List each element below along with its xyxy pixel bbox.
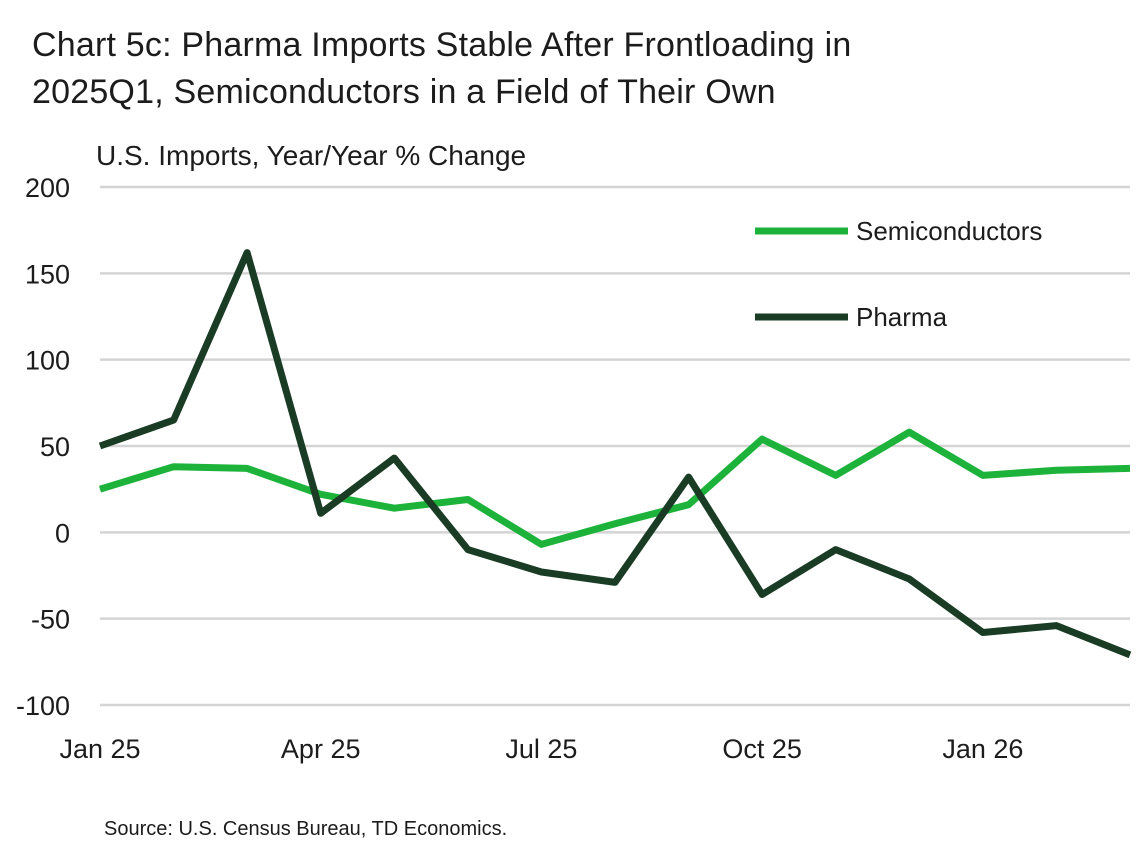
series-lines xyxy=(98,249,1132,659)
x-tick-label: Jan 26 xyxy=(942,734,1023,764)
y-tick-label: -50 xyxy=(31,605,70,635)
y-tick-label: 100 xyxy=(25,346,70,376)
chart-title-line-2: 2025Q1, Semiconductors in a Field of The… xyxy=(32,73,776,111)
y-axis-label: U.S. Imports, Year/Year % Change xyxy=(96,140,527,171)
y-tick-label: 150 xyxy=(25,259,70,289)
series-line-semiconductors xyxy=(98,428,1131,548)
y-axis-ticks: 200 150 100 50 0 -50 -100 xyxy=(16,173,70,721)
legend-label-semiconductors: Semiconductors xyxy=(856,216,1042,246)
source-note: Source: U.S. Census Bureau, TD Economics… xyxy=(104,818,508,840)
legend: Semiconductors Pharma xyxy=(755,216,1042,332)
y-tick-label: -100 xyxy=(16,691,70,721)
chart-title: Chart 5c: Pharma Imports Stable After Fr… xyxy=(32,22,1122,116)
chart-title-line-1: Chart 5c: Pharma Imports Stable After Fr… xyxy=(32,26,852,64)
x-axis-ticks: Jan 25 Apr 25 Jul 25 Oct 25 Jan 26 xyxy=(59,734,1023,764)
legend-label-pharma: Pharma xyxy=(856,302,948,332)
x-tick-label: Jul 25 xyxy=(505,734,577,764)
y-tick-label: 200 xyxy=(25,173,70,203)
x-tick-label: Jan 25 xyxy=(59,734,140,764)
x-tick-label: Apr 25 xyxy=(281,734,361,764)
x-tick-label: Oct 25 xyxy=(722,734,802,764)
series-line-pharma xyxy=(98,249,1132,659)
y-tick-label: 0 xyxy=(55,518,70,548)
y-tick-label: 50 xyxy=(40,432,70,462)
